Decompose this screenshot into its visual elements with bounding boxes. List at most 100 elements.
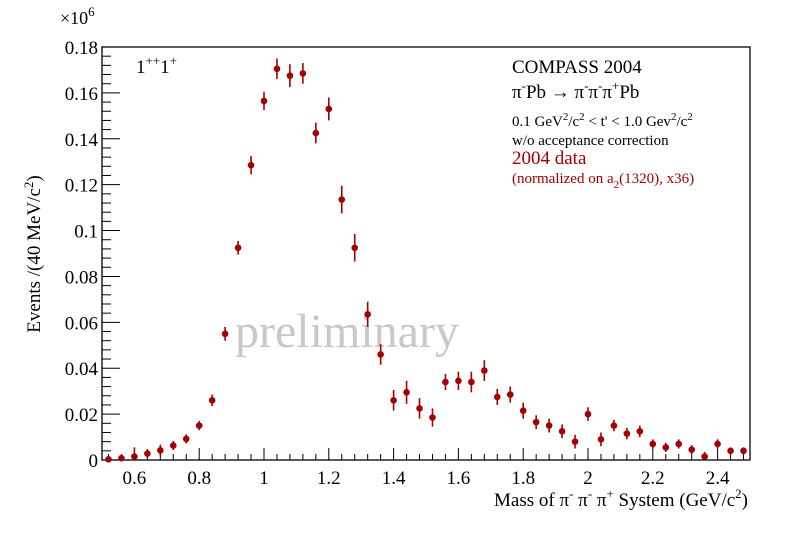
y-tick-label: 0.02 — [65, 405, 98, 426]
y-tick-label: 0.12 — [65, 176, 98, 197]
x-tick-label: 1 — [259, 468, 269, 489]
data-point — [286, 72, 294, 79]
y-tick-label: 0.08 — [65, 267, 98, 288]
data-point — [701, 453, 708, 460]
data-point — [740, 447, 747, 455]
data-point — [558, 428, 566, 435]
x-axis-pi-1: π — [559, 490, 569, 511]
x-tick-label: 0.6 — [123, 468, 147, 489]
watermark-text: preliminary — [235, 305, 459, 358]
tcut-c-1: /c — [568, 114, 579, 130]
data-point — [182, 435, 190, 443]
data-point — [157, 447, 164, 454]
y-axis-title-sq: 2 — [21, 182, 36, 189]
wave-label-sup1: ++ — [146, 53, 161, 68]
reaction-pb-a: Pb — [526, 82, 546, 103]
y-tick-label: 0.04 — [65, 359, 99, 380]
legend-reaction: π-Pb → π-π-π+Pb — [512, 78, 639, 103]
x-axis-title: Mass of π- π- π+ System (GeV/c2) — [494, 486, 748, 511]
x-axis-title-post: ) — [742, 490, 748, 511]
data-point — [571, 438, 579, 445]
reaction-pi-c: π — [588, 82, 598, 103]
x-axis-pi-3: π — [597, 490, 607, 511]
data-point — [195, 422, 203, 429]
tcut-mid: < t' < 1.0 Gev — [585, 114, 672, 130]
data-point — [597, 436, 605, 443]
norm-sub: 2 — [614, 179, 620, 191]
data-point — [234, 244, 242, 252]
data-point — [610, 422, 618, 429]
data-point — [468, 378, 475, 386]
data-point — [338, 196, 346, 203]
tcut-sq-2: 2 — [579, 111, 585, 123]
legend-acceptance: w/o acceptance correction — [512, 133, 669, 149]
norm-pre: (normalized on a — [512, 171, 614, 187]
y-tick-label: 0 — [89, 451, 99, 472]
x-axis-title-mid: System (GeV/c — [614, 490, 735, 511]
x-axis-minus-1: - — [569, 486, 573, 501]
x-axis-pi-2: π — [578, 490, 588, 511]
data-point — [481, 367, 488, 374]
y-axis-title-post: ) — [24, 175, 45, 181]
wave-label-sup2: + — [170, 53, 177, 68]
legend-data-label: 2004 data — [512, 148, 587, 169]
y-tick-label: 0.06 — [65, 313, 98, 334]
y-multiplier-exp: 6 — [88, 4, 95, 19]
data-point — [299, 70, 307, 77]
tcut-sq-1: 2 — [563, 111, 569, 123]
reaction-pb-b: Pb — [619, 82, 639, 103]
data-point — [506, 391, 514, 398]
data-point — [545, 422, 553, 429]
data-point — [312, 129, 320, 137]
data-point — [247, 161, 255, 169]
data-point — [403, 389, 410, 396]
data-point — [260, 97, 268, 105]
tcut-end: /c — [676, 114, 687, 130]
data-point — [221, 330, 229, 338]
x-tick-label: 2.2 — [641, 468, 665, 489]
y-axis-title-pre: Events /(40 MeV/c — [24, 188, 45, 333]
x-tick-label: 1.6 — [447, 468, 471, 489]
reaction-minus-b: - — [584, 78, 588, 93]
data-point — [714, 440, 721, 448]
wave-label-b: 1 — [160, 57, 170, 78]
reaction-arrow: → — [551, 82, 570, 103]
y-tick-label: 0.14 — [65, 130, 99, 151]
y-multiplier: ×106 — [60, 4, 95, 28]
data-point — [416, 405, 423, 412]
data-point — [519, 407, 527, 414]
y-multiplier-base: ×10 — [60, 8, 88, 28]
data-point — [636, 428, 644, 435]
data-point — [493, 393, 501, 401]
data-series-2004 — [105, 58, 747, 463]
data-point — [325, 105, 333, 113]
x-tick-label: 1.2 — [317, 468, 341, 489]
data-point — [377, 351, 384, 358]
y-tick-label: 0.18 — [65, 38, 98, 59]
data-point — [351, 244, 359, 252]
x-axis-title-sq: 2 — [735, 486, 742, 501]
reaction-plus: + — [612, 78, 619, 93]
data-point — [390, 397, 397, 404]
norm-post: (1320), x36) — [619, 171, 694, 187]
legend: COMPASS 2004 π-Pb → π-π-π+Pb 0.1 GeV2/c2… — [512, 57, 694, 191]
data-point — [623, 430, 631, 437]
y-tick-label: 0.16 — [65, 84, 98, 105]
data-point — [105, 456, 112, 463]
data-point — [584, 410, 592, 418]
data-point — [429, 414, 436, 421]
wave-label-a: 1 — [136, 57, 146, 78]
reaction-pi-b: π — [575, 82, 585, 103]
x-axis: 0.6 0.8 1 1.2 1.4 1.6 1.8 2 2.2 2.4 — [107, 448, 745, 489]
legend-tcut: 0.1 GeV2/c2 < t' < 1.0 Gev2/c2 — [512, 111, 693, 130]
data-point — [675, 440, 683, 448]
reaction-pi-d: π — [602, 82, 612, 103]
data-point — [532, 418, 540, 426]
data-point — [118, 454, 125, 462]
data-point — [131, 453, 138, 460]
data-point — [688, 446, 695, 453]
data-point — [208, 397, 216, 404]
data-point — [662, 444, 670, 451]
data-point — [442, 378, 449, 386]
tcut-lo: 0.1 GeV — [512, 114, 563, 130]
